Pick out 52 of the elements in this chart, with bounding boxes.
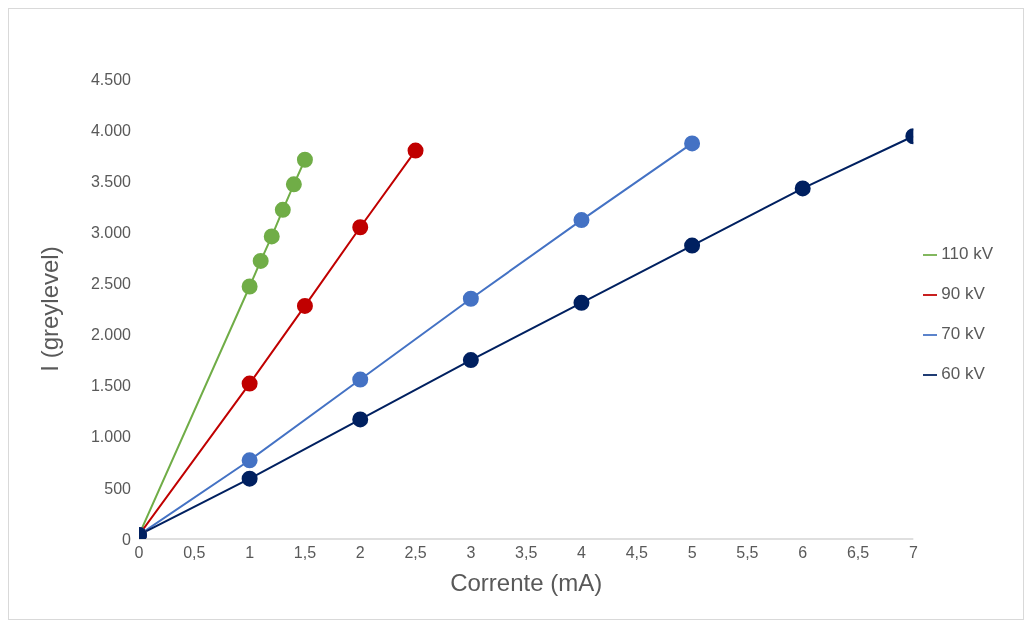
x-tick-label: 2,5 bbox=[404, 544, 427, 562]
x-tick-label: 0 bbox=[134, 544, 144, 562]
point bbox=[296, 297, 313, 314]
point bbox=[241, 452, 258, 469]
point bbox=[352, 371, 369, 388]
x-tick-label: 3 bbox=[466, 544, 476, 562]
point bbox=[462, 290, 479, 307]
x-tick-label: 7 bbox=[908, 544, 918, 562]
x-tick-label: 2 bbox=[355, 544, 365, 562]
point bbox=[462, 352, 479, 369]
x-tick-label: 6,5 bbox=[846, 544, 870, 562]
legend-label: 110 kV bbox=[941, 244, 993, 263]
legend-label: 90 kV bbox=[941, 284, 985, 303]
x-tick-label: 1 bbox=[245, 544, 255, 562]
y-tick-label: 3.500 bbox=[90, 172, 132, 190]
y-tick-label: 2.000 bbox=[90, 326, 132, 344]
legend-label: 70 kV bbox=[941, 324, 985, 343]
x-tick-label: 1,5 bbox=[293, 544, 317, 562]
point bbox=[407, 142, 424, 159]
point bbox=[573, 294, 590, 311]
point bbox=[241, 278, 258, 295]
point bbox=[274, 201, 291, 218]
point bbox=[252, 252, 269, 269]
y-tick-label: 1.500 bbox=[90, 377, 132, 395]
point bbox=[241, 470, 258, 487]
y-tick-label: 500 bbox=[104, 479, 132, 497]
y-tick-label: 0 bbox=[122, 530, 132, 548]
x-axis-title: Corrente (mA) bbox=[450, 569, 603, 596]
point bbox=[794, 180, 811, 197]
x-tick-label: 4,5 bbox=[625, 544, 648, 562]
point bbox=[296, 151, 313, 168]
legend-label: 60 kV bbox=[941, 364, 985, 383]
point bbox=[241, 375, 258, 392]
x-tick-label: 5,5 bbox=[736, 544, 759, 562]
point bbox=[352, 219, 369, 236]
y-tick-label: 4.000 bbox=[90, 121, 132, 139]
point bbox=[573, 212, 590, 229]
x-tick-label: 6 bbox=[798, 544, 808, 562]
y-tick-label: 4.500 bbox=[90, 70, 132, 88]
y-axis-title: I (greylevel) bbox=[35, 246, 63, 372]
x-tick-label: 4 bbox=[577, 544, 587, 562]
point bbox=[684, 135, 701, 152]
y-tick-label: 1.000 bbox=[90, 428, 132, 446]
point bbox=[285, 176, 302, 193]
point bbox=[684, 237, 701, 254]
point bbox=[352, 411, 369, 428]
x-tick-label: 3,5 bbox=[515, 544, 538, 562]
y-tick-label: 2.500 bbox=[90, 275, 132, 293]
x-tick-label: 0,5 bbox=[183, 544, 206, 562]
x-tick-label: 5 bbox=[687, 544, 697, 562]
point bbox=[263, 228, 280, 245]
y-tick-label: 3.000 bbox=[90, 224, 132, 242]
